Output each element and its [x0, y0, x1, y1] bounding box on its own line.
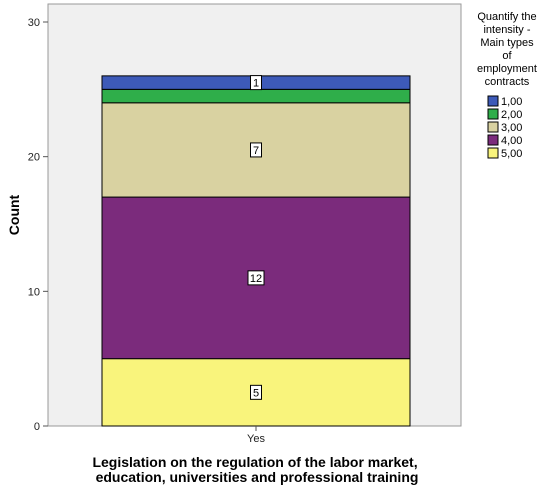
data-label-1: 1: [253, 78, 259, 90]
legend-title-line: Main types: [480, 37, 534, 49]
legend-title-line: of: [502, 50, 512, 62]
legend-title-line: intensity -: [483, 24, 530, 36]
legend-label: 5,00: [501, 148, 522, 160]
legend: Quantify the intensity -Main types of emplo…: [477, 11, 537, 160]
data-label-4: 12: [250, 273, 262, 285]
data-label-3: 7: [253, 145, 259, 157]
legend-label: 4,00: [501, 135, 522, 147]
data-label-box: [250, 384, 262, 400]
legend-label: 2,00: [501, 109, 522, 121]
legend-items: 1,002,003,004,005,00: [487, 95, 522, 160]
legend-title-line: Quantify the: [477, 11, 536, 23]
bar-segments: [101, 75, 411, 427]
data-label-box: [247, 270, 265, 286]
y-tick-label: 30: [28, 17, 40, 29]
data-label-box: [250, 75, 262, 91]
x-axis-title: Legislation on the regulation of the lab…: [92, 454, 421, 485]
x-axis-title-line-2: education, universities and professional…: [96, 469, 419, 485]
y-tick-label: 20: [28, 152, 40, 164]
legend-swatch: [487, 95, 499, 107]
bar-segment-2: [101, 88, 411, 104]
data-label-box: [250, 142, 262, 158]
data-labels: 5 12 7 1: [247, 75, 265, 400]
legend-swatch: [487, 134, 499, 146]
y-tick-label: 0: [34, 421, 40, 433]
y-axis-title: Count: [6, 194, 22, 235]
legend-label: 1,00: [501, 96, 522, 108]
legend-swatch: [487, 121, 499, 133]
x-axis: Yes: [247, 426, 265, 445]
legend-title-line: contracts: [485, 76, 530, 88]
legend-title-line: employment: [477, 63, 537, 75]
x-tick-label: Yes: [247, 433, 265, 445]
legend-swatch: [487, 108, 499, 120]
y-axis: 0 10 20 30: [28, 17, 48, 433]
x-axis-title-line-1: Legislation on the regulation of the lab…: [92, 454, 417, 470]
data-label-5: 5: [253, 387, 259, 399]
y-tick-label: 10: [28, 286, 40, 298]
legend-title: Quantify the intensity -Main types of emplo…: [477, 11, 537, 88]
legend-label: 3,00: [501, 122, 522, 134]
legend-swatch: [487, 147, 499, 159]
